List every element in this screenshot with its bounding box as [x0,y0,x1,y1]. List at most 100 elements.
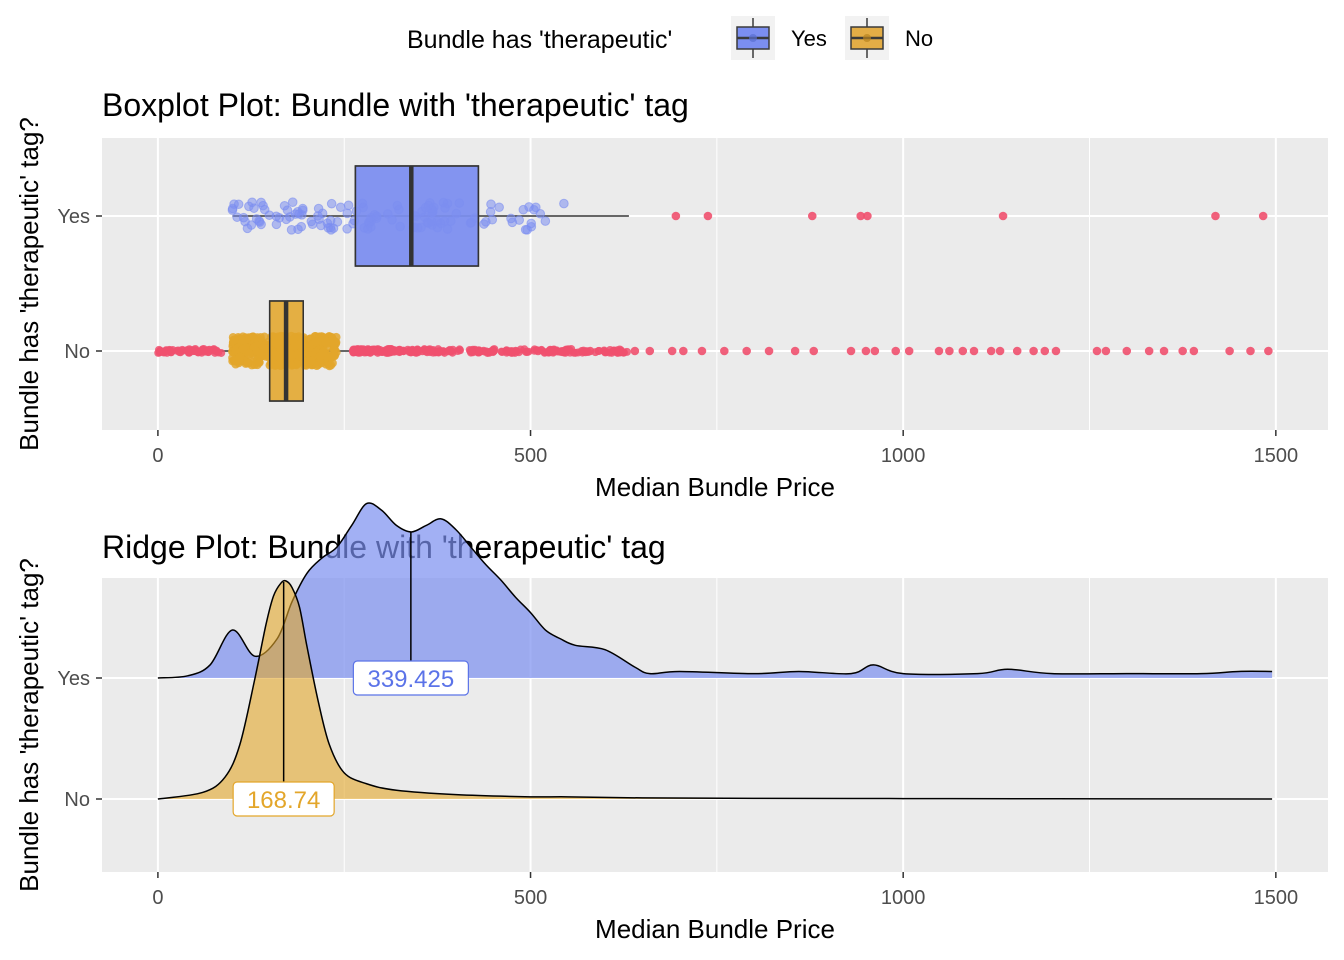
outlier-point-yes [998,211,1008,221]
ridge-x-axis-title: Median Bundle Price [595,914,835,944]
box-overlay-yes [354,165,480,267]
ridge-x-ticks: 0 500 1000 1500 [152,872,1298,909]
jitter-point-no [311,337,320,347]
jitter-point-yes [242,223,253,234]
jitter-point-no [330,337,340,347]
outlier-point-no [1029,346,1038,356]
outlier-point-no [958,346,968,356]
jitter-point-no [255,358,264,367]
outlier-point-no [679,346,688,356]
jitter-point-no [244,349,254,359]
jitter-point-no [228,353,237,363]
jitter-point-yes [526,218,537,229]
ridge-y-tick-label: Yes [57,668,90,690]
boxplot-marks [154,165,1273,402]
outlier-point-no [934,346,944,356]
outlier-point-no [1092,346,1102,356]
outlier-point-yes [807,211,817,221]
outlier-point-no [1178,346,1187,356]
jitter-point-yes [247,197,257,208]
boxplot-y-axis-title: Bundle has 'therapeutic' tag? [14,117,44,451]
jitter-point-yes [332,217,343,227]
ridge-y-ticks: Yes No [57,668,102,811]
ridge-x-tick-label: 1500 [1254,887,1299,909]
jitter-point-yes [479,219,489,229]
outlier-point-no [1159,346,1169,356]
jitter-point-yes [290,209,301,219]
outlier-point-yes [863,211,872,221]
outlier-point-no [498,348,507,357]
legend-key-yes [731,16,775,60]
jitter-point-yes [282,205,293,215]
outlier-point-no [1122,346,1132,356]
outlier-point-no [369,346,379,356]
jitter-point-no [243,358,252,368]
jitter-point-no [326,360,336,370]
jitter-point-yes [326,198,337,209]
outlier-point-no [846,346,856,356]
outlier-point-no [995,346,1005,356]
outlier-point-no [720,346,729,356]
ridge-x-tick-label: 500 [514,887,547,909]
jitter-point-yes [256,197,266,208]
outlier-point-no [168,346,177,355]
outlier-point-no [466,346,476,356]
outlier-point-no [585,346,595,356]
ridge-median-label-box-no [232,781,335,817]
boxplot-plot-area [102,138,1328,430]
outlier-point-no [600,347,609,356]
ridge-area-no [157,580,1273,799]
ridge-median-label-yes: 339.425 [367,666,454,693]
jitter-point-yes [287,197,298,207]
jitter-point-no [329,344,339,354]
outlier-point-no [175,348,184,357]
outlier-point-no [392,346,401,356]
outlier-point-no [571,348,580,357]
outlier-point-no [559,346,569,356]
ridge-x-tick-label: 0 [152,887,163,909]
jitter-point-yes [264,210,275,220]
outlier-point-no [630,346,640,356]
boxplot-x-tick-label: 1000 [881,445,926,467]
jitter-point-yes [343,200,354,211]
outlier-point-yes [1258,211,1268,221]
legend-label-yes: Yes [791,26,827,51]
outlier-point-no [1040,346,1050,356]
outlier-point-no [609,346,619,356]
outlier-point-no [645,346,655,356]
ridge-line-no [157,579,1273,800]
outlier-point-no [434,348,443,357]
outlier-point-no [809,346,819,356]
jitter-point-yes [335,202,346,213]
legend-key-no [845,16,889,60]
jitter-point-yes [254,217,265,227]
ridge-median-label-box-yes [352,660,469,696]
jitter-point-no [231,346,240,356]
jitter-point-no [261,344,270,353]
outlier-point-no [194,348,203,357]
jitter-point-no [235,352,245,362]
jitter-point-no [330,351,339,361]
ridge-median-label-no: 168.74 [247,787,320,814]
outlier-point-no [904,346,914,356]
outlier-point-no [1225,346,1234,356]
outlier-point-no [861,346,871,356]
outlier-point-yes [856,211,866,221]
outlier-point-no [544,348,553,357]
jitter-point-yes [486,199,496,210]
jitter-point-no [255,349,265,358]
outlier-point-no [455,345,464,354]
jitter-point-yes [271,219,282,230]
outlier-point-yes [1211,211,1220,221]
boxplot-x-tick-label: 1500 [1254,445,1299,467]
outlier-point-no [667,346,677,356]
jitter-point-yes [494,202,504,213]
outlier-point-no [405,346,414,355]
ridge-area-yes [157,502,1273,678]
outlier-point-no [891,346,901,356]
outlier-point-no [697,346,707,356]
jitter-point-no [318,347,328,357]
jitter-point-no [238,344,248,354]
outlier-point-no [511,346,520,356]
